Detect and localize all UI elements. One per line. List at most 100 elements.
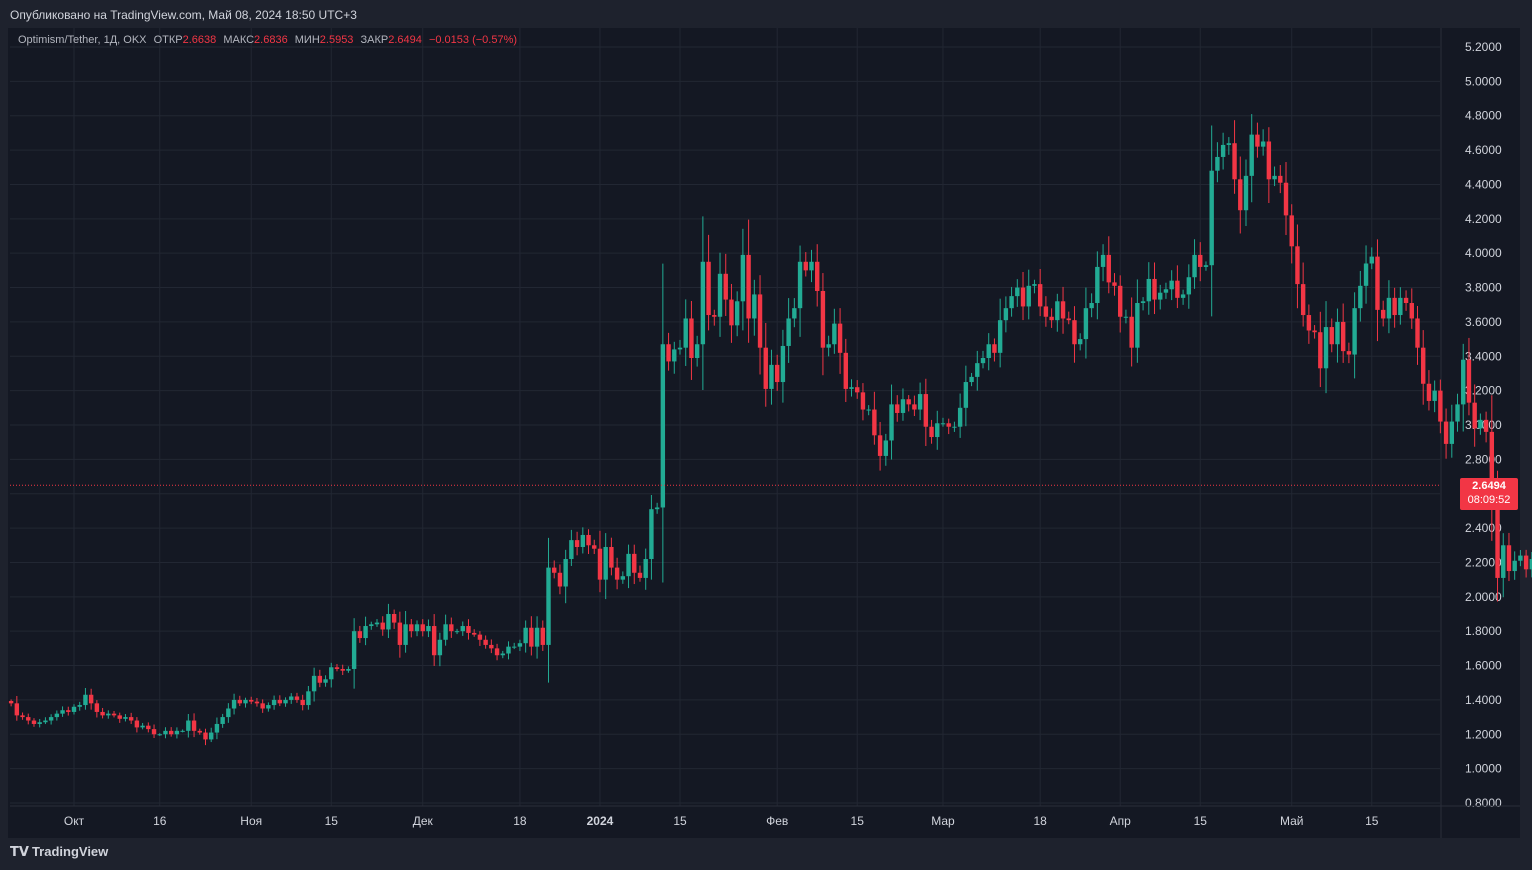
candle-body	[826, 344, 831, 348]
candle-body	[517, 643, 523, 647]
candle-body	[1118, 285, 1123, 317]
y-tick-label: 3.6000	[1465, 315, 1502, 329]
candle-body	[1323, 327, 1329, 369]
candle-body	[677, 347, 683, 350]
candle-body	[626, 553, 631, 577]
candle-body	[1129, 316, 1134, 348]
candle-body	[940, 423, 946, 425]
tradingview-wordmark: TradingView	[31, 844, 109, 859]
candle-body	[123, 717, 128, 719]
candle-body	[351, 631, 357, 669]
y-tick-label: 2.0000	[1465, 590, 1502, 604]
candle-body	[992, 344, 997, 353]
candle-body	[140, 725, 145, 728]
candle-body	[1523, 555, 1529, 570]
y-tick-label: 1.4000	[1465, 693, 1502, 707]
candle-body	[163, 730, 168, 735]
candle-body	[723, 273, 728, 300]
y-tick-label: 4.6000	[1465, 143, 1502, 157]
candle-body	[809, 261, 814, 271]
candle-body	[1318, 332, 1323, 369]
candle-body	[1398, 297, 1403, 316]
candle-body	[672, 349, 677, 362]
candle-body	[763, 347, 768, 389]
candle-body	[168, 730, 174, 735]
candle-body	[226, 708, 231, 718]
candle-body	[1455, 404, 1460, 422]
x-tick-label: Дек	[413, 814, 434, 828]
candle-body	[403, 624, 408, 645]
candle-body	[1032, 284, 1037, 286]
candle-body	[66, 710, 71, 712]
candle-body	[1506, 545, 1512, 572]
x-tick-label: 18	[513, 814, 527, 828]
candle-body	[60, 710, 65, 714]
candle-body	[540, 627, 545, 645]
candle-body	[837, 323, 843, 353]
candle-body	[912, 404, 917, 410]
candle-body	[483, 639, 488, 645]
candle-body	[1415, 318, 1420, 348]
candle-body	[906, 399, 911, 405]
x-tick-label: 15	[673, 814, 687, 828]
y-tick-label: 3.8000	[1465, 281, 1502, 295]
candle-body	[329, 667, 334, 680]
candle-body	[1266, 141, 1272, 180]
candle-body	[1020, 287, 1026, 307]
candle-body	[431, 626, 437, 656]
candle-body	[1449, 421, 1454, 444]
candle-body	[20, 715, 25, 718]
candle-body	[1003, 308, 1009, 321]
top-bar: Опубликовано на TradingView.com, Май 08,…	[0, 0, 1532, 28]
x-tick-label: 16	[153, 814, 167, 828]
candle-body	[1255, 134, 1260, 147]
symbol-label[interactable]: Optimism/Tether, 1Д, OKX	[18, 34, 147, 46]
candle-body	[1203, 265, 1209, 267]
candle-body	[1077, 339, 1083, 345]
candle-body	[37, 722, 42, 724]
candle-body	[283, 699, 288, 704]
candle-body	[512, 646, 517, 648]
candle-body	[1466, 359, 1472, 403]
candle-body	[191, 720, 197, 731]
candle-body	[186, 720, 191, 731]
last-price-tag: 2.6494 08:09:52	[1460, 478, 1518, 510]
x-tick-label: Окт	[64, 814, 85, 828]
candle-body	[1095, 266, 1100, 304]
candle-body	[1369, 256, 1374, 264]
candle-body	[734, 301, 740, 326]
x-tick-label: Фев	[766, 814, 788, 828]
candle-body	[694, 344, 700, 358]
candle-body	[397, 622, 403, 645]
candle-body	[843, 352, 848, 389]
candle-body	[88, 694, 94, 704]
candle-body	[883, 440, 889, 456]
candle-body	[935, 423, 940, 438]
candle-body	[980, 357, 986, 364]
candle-body	[689, 318, 694, 358]
candle-body	[1340, 321, 1346, 352]
candle-body	[1055, 301, 1060, 321]
tradingview-logo[interactable]: 𝗧𝗩 TradingView	[10, 844, 108, 860]
candle-body	[614, 567, 620, 580]
candle-body	[1209, 170, 1214, 266]
candle-body	[437, 639, 443, 656]
candle-body	[1106, 254, 1111, 283]
candle-body	[374, 622, 380, 625]
candle-body	[563, 559, 568, 587]
candle-body	[1152, 278, 1157, 300]
candle-body	[620, 576, 626, 580]
candle-body	[1072, 320, 1077, 345]
candle-body	[586, 534, 591, 546]
candle-body	[1192, 254, 1197, 278]
candle-body	[1226, 143, 1232, 145]
candle-body	[466, 626, 471, 633]
candle-body	[1158, 292, 1163, 300]
candle-body	[797, 261, 803, 309]
candle-body	[43, 720, 48, 723]
candle-body	[414, 624, 420, 632]
candle-body	[774, 364, 780, 383]
candle-body	[271, 699, 277, 706]
candle-body	[952, 426, 957, 428]
